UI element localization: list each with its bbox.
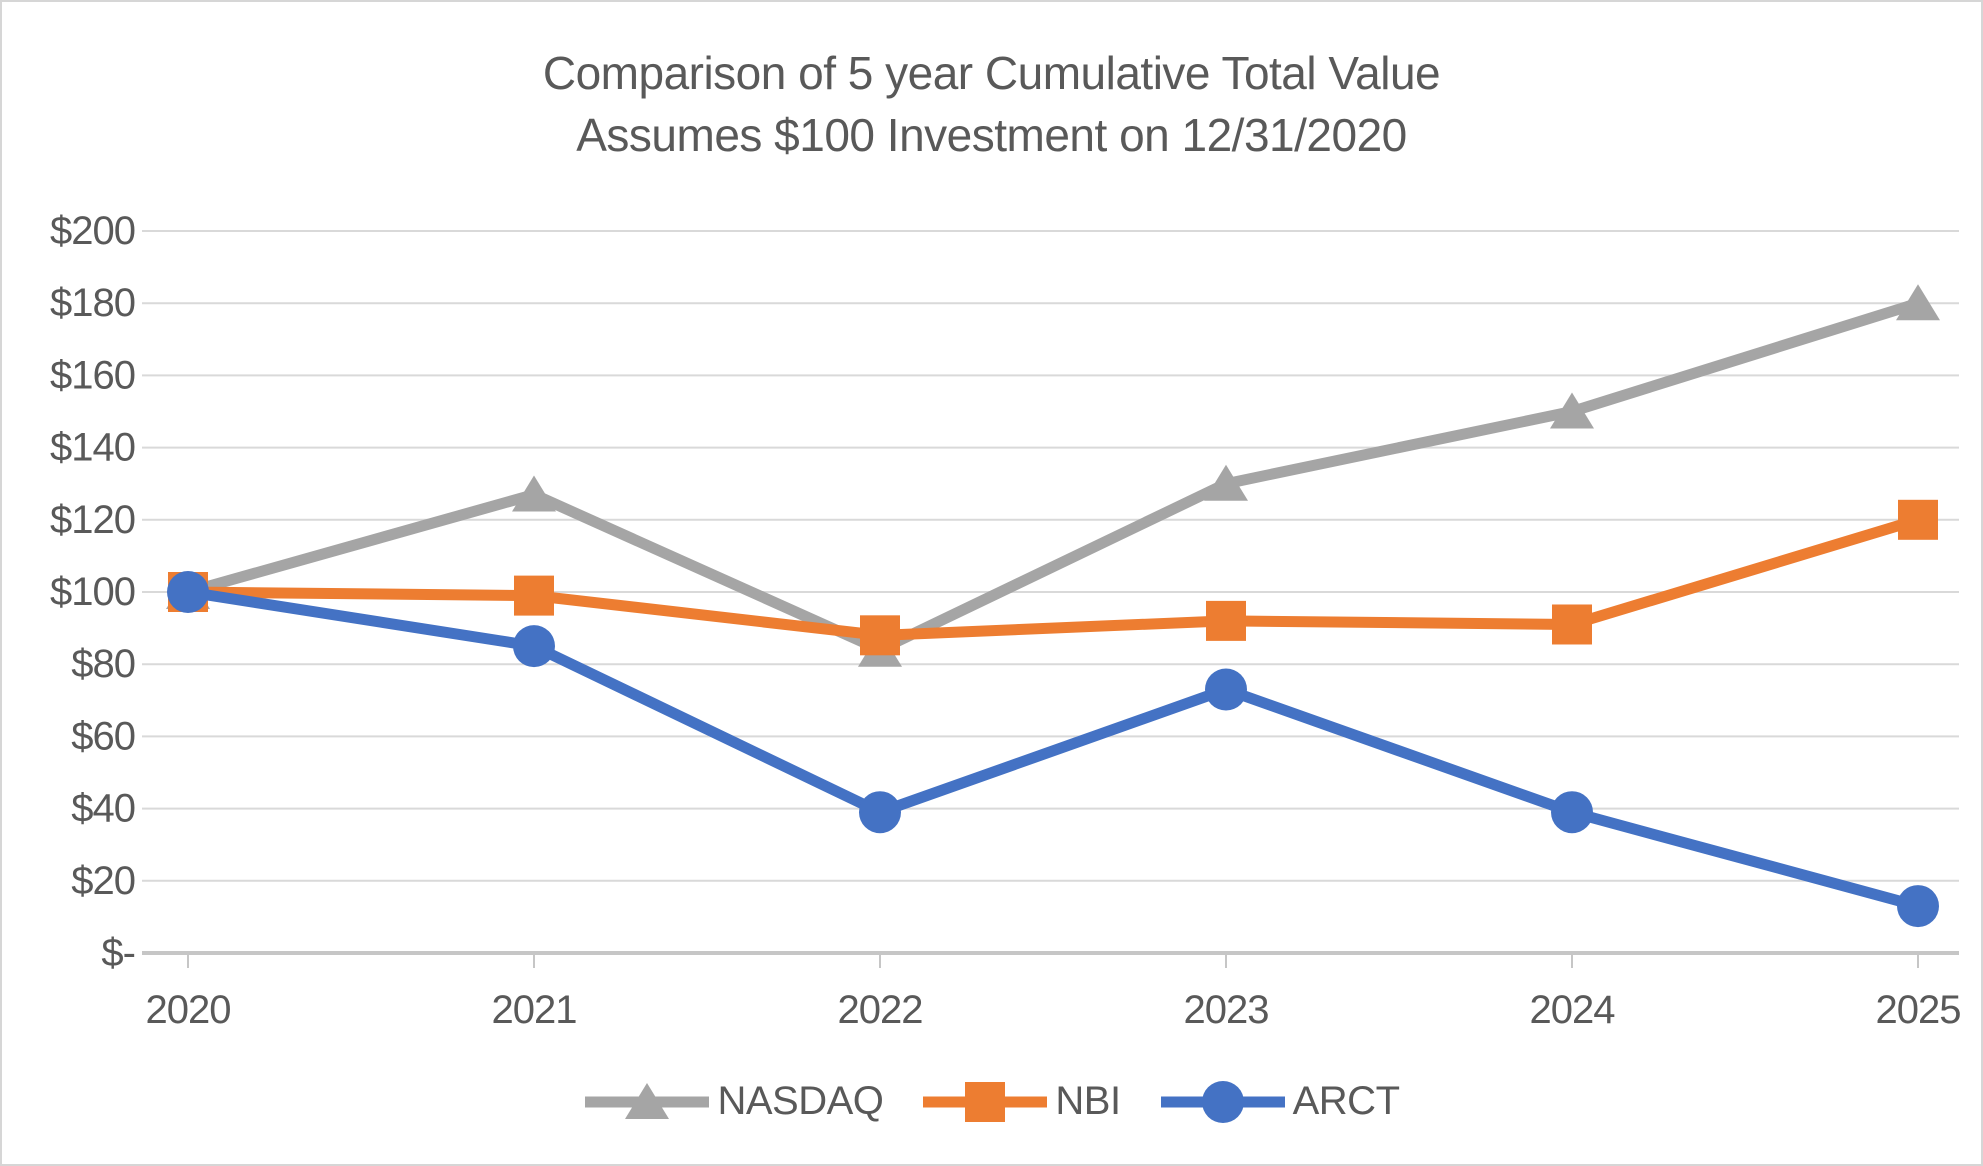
square-marker [965,1081,1006,1122]
legend-label: NBI [1055,1079,1121,1123]
x-axis-tick-label: 2020 [146,988,231,1032]
y-axis-tick-label: $40 [71,787,135,831]
y-axis-tick-label: $60 [71,714,135,758]
y-axis-tick-label: $180 [50,281,135,325]
y-axis-tick-label: $20 [71,859,135,903]
series-line [182,514,1924,641]
square-marker [1898,499,1938,540]
y-axis-tick-label: $80 [71,642,135,686]
circle-marker [1897,885,1939,928]
legend-circle-swatch [1160,1080,1285,1123]
legend-triangle-swatch [585,1082,710,1119]
x-axis-tick-label: 2021 [492,988,577,1032]
y-axis-tick-label: $100 [50,570,135,614]
circle-marker [1551,791,1593,834]
x-axis-tick-label: 2022 [838,988,923,1032]
circle-marker [859,791,901,834]
triangle-marker [1204,464,1248,501]
circle-marker [1201,1080,1244,1123]
legend-label: ARCT [1292,1079,1400,1123]
square-marker [1206,600,1246,641]
triangle-marker [625,1082,670,1119]
y-axis-tick-label: $160 [50,353,135,397]
square-marker [1552,604,1592,645]
legend-item-nasdaq: NASDAQ [583,1079,884,1124]
y-axis-tick-label: $120 [50,498,135,542]
legend-item-nbi: NBI [921,1079,1121,1124]
legend-item-arct: ARCT [1159,1079,1400,1124]
triangle-marker [1550,392,1594,429]
series-arct [167,571,1939,928]
triangle-marker [512,475,556,512]
square-marker [514,575,554,616]
series-line [182,586,1924,912]
series-line [182,297,1924,656]
x-axis-tick-label: 2024 [1530,988,1616,1032]
circle-marker [513,625,555,668]
y-axis-tick-label: $200 [50,209,135,253]
y-axis-tick-label: $140 [50,426,135,470]
chart-legend: NASDAQ NBI ARCT [2,1079,1981,1124]
series-nasdaq [166,284,1940,667]
x-axis-tick-label: 2023 [1184,988,1269,1032]
plot-area: $- $20 $40 $60 $80 $100 $120 $140 $160 $180 $200 20… [50,209,1961,1032]
triangle-marker [1896,284,1940,321]
x-axis-tick-label: 2025 [1876,988,1961,1032]
chart-title: Comparison of 5 year Cumulative Total Va… [542,47,1441,99]
circle-marker [167,571,209,613]
legend-label: NASDAQ [717,1079,884,1123]
y-axis-tick-label: $- [101,931,135,975]
square-marker [860,615,900,656]
legend-square-swatch [923,1081,1048,1122]
circle-marker [1205,668,1247,711]
title-block: Comparison of 5 year Cumulative Total Va… [2,42,1981,166]
chart-subtitle: Assumes $100 Investment on 12/31/2020 [576,109,1407,161]
